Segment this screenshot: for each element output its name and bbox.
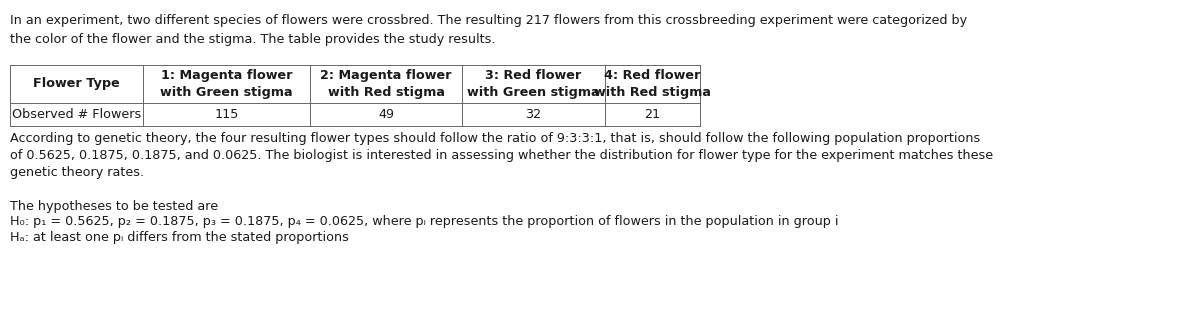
Text: Observed # Flowers: Observed # Flowers — [12, 108, 142, 121]
Text: H₀: p₁ = 0.5625, p₂ = 0.1875, p₃ = 0.1875, p₄ = 0.0625, where pᵢ represents the : H₀: p₁ = 0.5625, p₂ = 0.1875, p₃ = 0.187… — [10, 215, 839, 228]
Text: 32: 32 — [526, 108, 541, 121]
Text: 115: 115 — [215, 108, 239, 121]
Text: 3: Red flower
with Green stigma: 3: Red flower with Green stigma — [467, 69, 600, 99]
Text: Hₐ: at least one pᵢ differs from the stated proportions: Hₐ: at least one pᵢ differs from the sta… — [10, 231, 349, 244]
Text: The hypotheses to be tested are: The hypotheses to be tested are — [10, 200, 218, 213]
Text: 4: Red flower
with Red stigma: 4: Red flower with Red stigma — [594, 69, 710, 99]
Text: the color of the flower and the stigma. The table provides the study results.: the color of the flower and the stigma. … — [10, 33, 496, 46]
Text: According to genetic theory, the four resulting flower types should follow the r: According to genetic theory, the four re… — [10, 132, 980, 145]
Text: 21: 21 — [644, 108, 660, 121]
Text: In an experiment, two different species of flowers were crossbred. The resulting: In an experiment, two different species … — [10, 14, 967, 27]
Text: genetic theory rates.: genetic theory rates. — [10, 166, 144, 179]
Text: Flower Type: Flower Type — [34, 77, 120, 90]
Text: 2: Magenta flower
with Red stigma: 2: Magenta flower with Red stigma — [320, 69, 451, 99]
Text: 1: Magenta flower
with Green stigma: 1: Magenta flower with Green stigma — [160, 69, 293, 99]
Text: 49: 49 — [378, 108, 394, 121]
Text: of 0.5625, 0.1875, 0.1875, and 0.0625. The biologist is interested in assessing : of 0.5625, 0.1875, 0.1875, and 0.0625. T… — [10, 149, 994, 162]
